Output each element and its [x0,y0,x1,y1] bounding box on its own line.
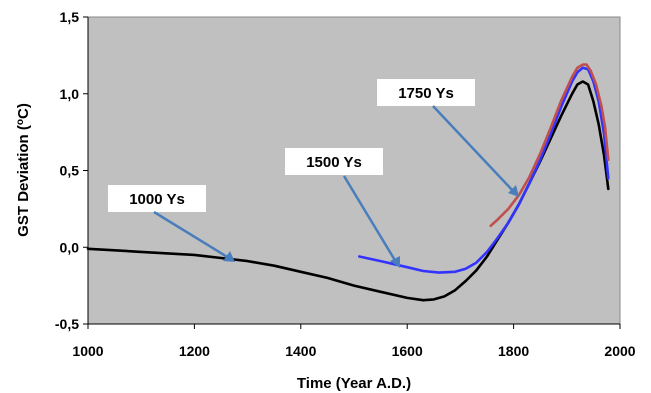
callout-arrow [342,175,398,263]
series-line-2 [489,63,610,228]
callout-1500-ys: 1500 Ys [285,148,383,175]
y-axis-label-unit: C) [15,103,32,119]
x-axis-label: Time (Year A.D.) [297,375,411,392]
series-line-1 [357,66,610,274]
y-tick-label: 1,0 [60,86,80,102]
x-tick-label: 1200 [179,343,210,359]
callout-arrowhead [223,251,235,262]
y-tick-label: 0,5 [60,163,80,179]
callout-arrow [153,210,230,260]
callout-1000-ys: 1000 Ys [108,185,206,212]
callout-label: 1500 Ys [306,154,362,171]
callout-box [285,148,383,175]
x-tick-labels: 1000 1200 1400 1600 1800 2000 [72,324,636,359]
callout-box [377,79,475,106]
callout-label: 1750 Ys [398,85,454,102]
series-layer [86,63,610,302]
series-line-0 [86,80,610,302]
y-axis-label-main: GST Deviation ( [15,125,32,237]
x-tick-label: 1000 [72,343,103,359]
callout-box [108,185,206,212]
x-tick-label: 1800 [498,343,529,359]
callout-arrow [432,105,515,193]
y-tick-label: 0,0 [60,239,80,255]
callout-label: 1000 Ys [129,191,185,208]
y-tick-label: -0,5 [55,316,79,332]
x-tick-label: 1600 [392,343,423,359]
x-tick-label: 2000 [604,343,635,359]
callout-arrowhead [508,185,519,197]
x-tick-label: 1400 [285,343,316,359]
callout-1750-ys: 1750 Ys [377,79,475,106]
callout-arrowhead [390,256,400,268]
callouts: 1000 Ys 1500 Ys 1750 Ys [108,79,519,268]
y-axis-label-superscript: o [15,119,26,125]
y-tick-label: 1,5 [60,9,80,25]
y-axis-label: GST Deviation (oC) [15,103,32,237]
y-tick-labels: -0,5 0,0 0,5 1,0 1,5 [55,9,88,332]
